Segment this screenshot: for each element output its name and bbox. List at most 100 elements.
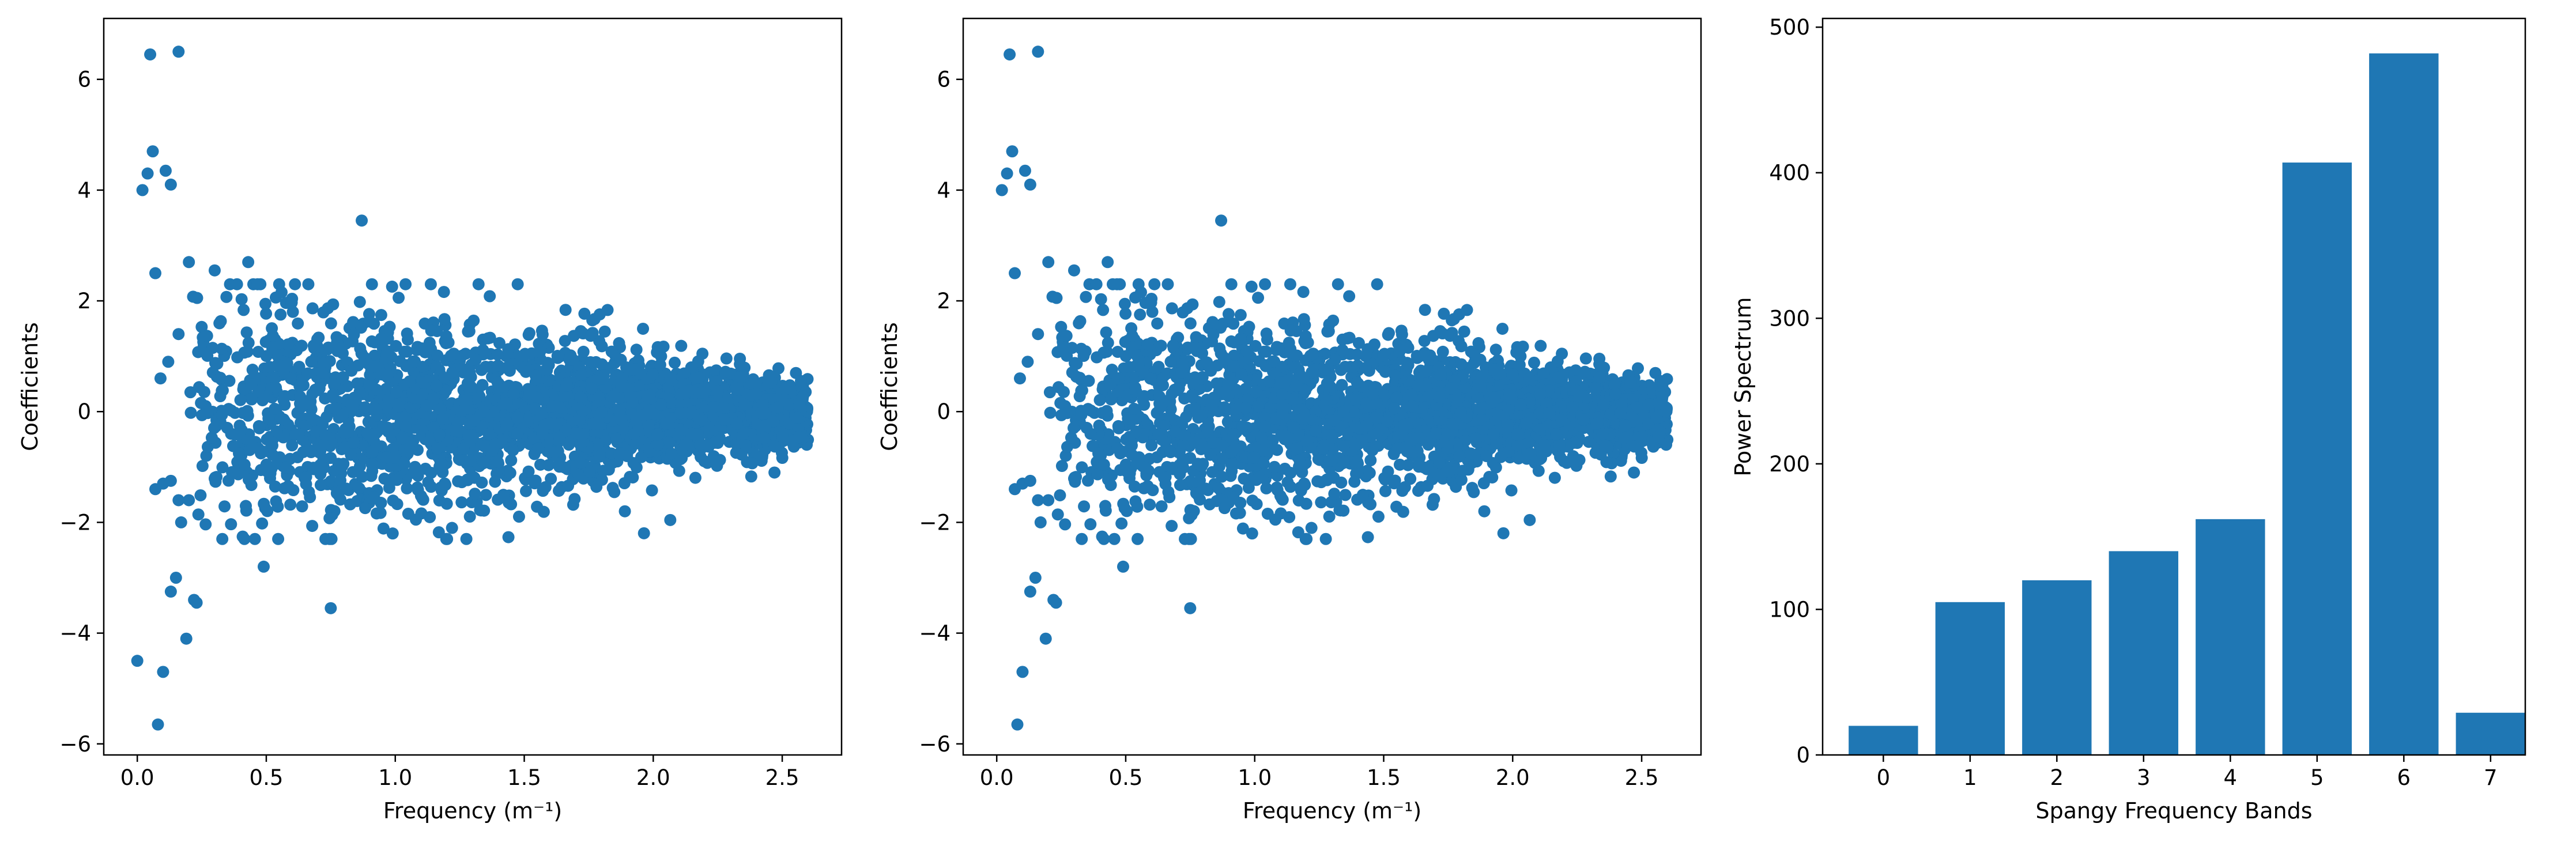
- scatter-point: [559, 335, 571, 348]
- scatter-point: [1327, 414, 1340, 427]
- scatter-point: [238, 458, 251, 471]
- scatter-point: [629, 416, 642, 428]
- scatter-point: [691, 428, 703, 441]
- scatter-point: [731, 417, 744, 430]
- scatter-point: [235, 293, 248, 305]
- scatter-point: [1234, 309, 1247, 322]
- scatter-point: [651, 428, 664, 441]
- scatter-point: [1446, 327, 1458, 339]
- scatter-point: [597, 464, 609, 477]
- scatter-point: [1227, 490, 1240, 503]
- scatter-point: [334, 493, 347, 506]
- scatter-point: [1341, 332, 1353, 345]
- scatter-point: [286, 439, 299, 452]
- scatter-point: [478, 504, 491, 517]
- scatter-point: [246, 393, 258, 406]
- scatter-point: [1137, 394, 1149, 406]
- scatter-point: [1128, 480, 1141, 493]
- scatter-point: [416, 376, 429, 389]
- scatter-point: [208, 264, 221, 277]
- scatter-point: [531, 500, 544, 513]
- scatter-point: [236, 530, 249, 543]
- scatter-point: [1066, 342, 1078, 354]
- scatter-point: [1371, 278, 1383, 290]
- scatter-point: [282, 338, 295, 351]
- scatter-point: [493, 337, 506, 349]
- scatter-point: [1302, 336, 1314, 349]
- scatter-point: [593, 450, 606, 463]
- scatter-point: [1137, 366, 1149, 379]
- scatter-point: [718, 413, 730, 426]
- scatter-point: [375, 332, 387, 345]
- scatter-point: [739, 439, 752, 452]
- scatter-point: [1327, 314, 1340, 327]
- scatter-point: [1075, 409, 1088, 421]
- scatter-point: [326, 388, 339, 401]
- scatter-point: [242, 256, 255, 269]
- scatter-point: [325, 602, 337, 614]
- scatter-point: [489, 475, 501, 488]
- scatter-point: [422, 476, 435, 489]
- scatter-point: [280, 461, 292, 474]
- scatter-point: [295, 401, 307, 414]
- scatter-point: [1317, 442, 1329, 455]
- scatter-point: [292, 317, 304, 330]
- scatter-point: [431, 442, 443, 455]
- scatter-point: [1456, 464, 1469, 477]
- scatter-point: [574, 456, 586, 469]
- scatter-point: [266, 330, 279, 342]
- scatter-point: [477, 343, 489, 356]
- scatter-point: [378, 473, 391, 485]
- scatter-point: [532, 442, 545, 455]
- scatter-point: [500, 361, 512, 374]
- scatter-point: [225, 428, 237, 440]
- scatter-point: [195, 320, 208, 333]
- scatter-point: [1119, 307, 1132, 320]
- scatter-point: [336, 460, 349, 473]
- scatter-point: [1534, 339, 1547, 352]
- scatter-point: [164, 586, 177, 598]
- scatter-point: [480, 489, 492, 501]
- scatter-point: [480, 360, 492, 373]
- scatter-point: [220, 290, 233, 303]
- scatter-point: [465, 380, 477, 393]
- scatter-point: [144, 48, 157, 61]
- scatter-point: [169, 572, 182, 584]
- scatter-point: [707, 401, 719, 413]
- scatter-point: [262, 412, 275, 425]
- scatter-point: [1245, 280, 1258, 293]
- scatter-point: [252, 420, 265, 432]
- scatter-point: [172, 494, 185, 507]
- x-tick-label: 0.0: [120, 765, 154, 790]
- scatter-point: [325, 475, 337, 488]
- scatter-point: [500, 420, 513, 432]
- scatter-point: [303, 486, 315, 498]
- scatter-point: [270, 495, 282, 508]
- scatter-point: [201, 330, 213, 342]
- scatter-point: [1078, 500, 1091, 513]
- scatter-point: [568, 330, 580, 342]
- scatter-point: [553, 485, 565, 497]
- scatter-point: [365, 278, 378, 290]
- scatter-point: [216, 384, 228, 397]
- scatter-point: [491, 376, 504, 389]
- scatter-point: [1298, 313, 1310, 326]
- scatter-point: [484, 290, 496, 303]
- scatter-point: [240, 326, 253, 339]
- scatter-point: [293, 428, 306, 440]
- scatter-point: [518, 349, 530, 362]
- scatter-point: [642, 418, 655, 431]
- scatter-point: [548, 445, 561, 458]
- scatter-point: [674, 388, 687, 401]
- scatter-point: [321, 343, 334, 356]
- scatter-point: [737, 428, 749, 440]
- scatter-point: [1126, 330, 1138, 342]
- scatter-point: [172, 46, 185, 58]
- scatter-point: [1556, 348, 1568, 360]
- scatter-point: [567, 498, 579, 511]
- scatter-point: [1408, 445, 1420, 458]
- scatter-point: [351, 377, 364, 390]
- scatter-point: [586, 314, 599, 327]
- scatter-point: [1097, 304, 1110, 316]
- scatter-point: [1548, 471, 1561, 484]
